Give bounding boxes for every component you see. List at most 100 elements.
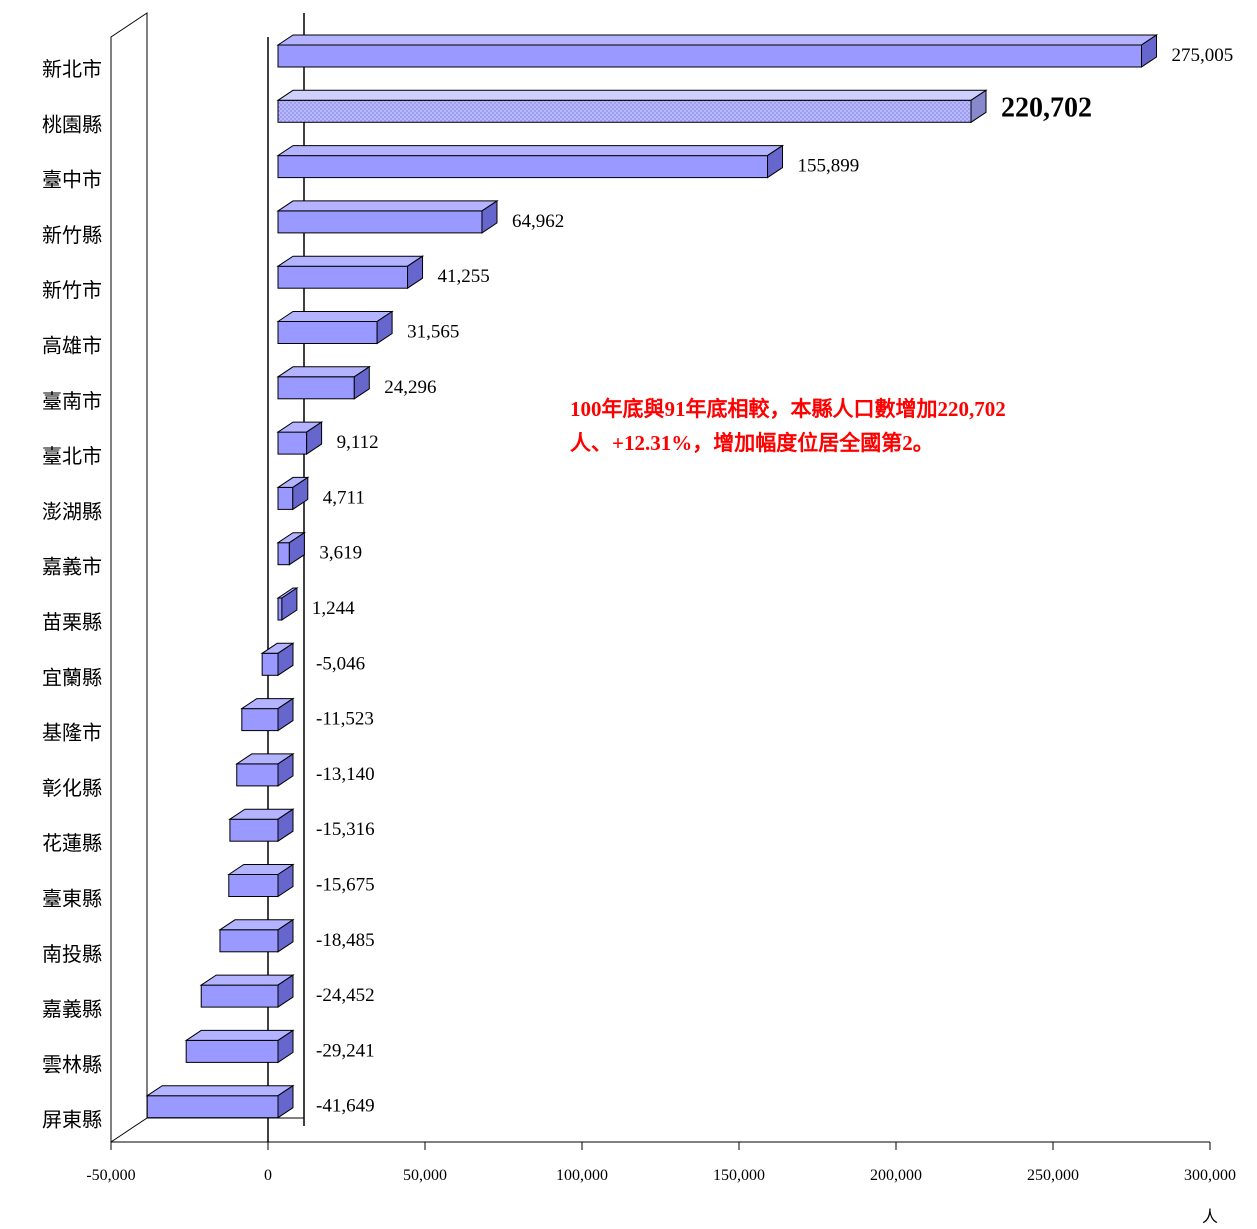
data-label: 220,702 xyxy=(1001,92,1092,123)
bar-front xyxy=(277,542,290,566)
category-label: 新竹市 xyxy=(42,278,102,302)
category-label: 基隆市 xyxy=(42,721,102,745)
bar-81fa4e2d5e02 xyxy=(276,144,785,179)
bar-top xyxy=(145,1085,295,1097)
bar-side xyxy=(277,1029,294,1064)
x-axis-ticks: -50,000 0 50,000 100,000 150,000 200,000 250,0… xyxy=(86,1142,1236,1184)
bar-96f267977e23 xyxy=(184,1029,295,1064)
category-label: 南投縣 xyxy=(42,942,102,966)
bar-front xyxy=(241,708,279,732)
x-tick-label: -50,000 xyxy=(86,1167,135,1184)
bar-684357127e23 xyxy=(276,89,988,124)
bar-front xyxy=(185,1039,279,1063)
data-label: -15,316 xyxy=(316,819,375,840)
category-label: 花蓮縣 xyxy=(42,831,102,855)
bar-front xyxy=(236,763,279,787)
category-label: 桃園縣 xyxy=(42,112,102,136)
bar-5c4f67717e23 xyxy=(145,1084,295,1119)
bar-side xyxy=(407,255,424,290)
bar-front xyxy=(277,44,1143,68)
x-tick-label: 0 xyxy=(264,1167,272,1184)
annotation: 100年底與91年底相較，本縣人口數增加220,702 人、+12.31%，增加… xyxy=(570,392,1170,460)
x-tick-label: 100,000 xyxy=(556,1167,608,1184)
bar-81fa67717e23 xyxy=(227,863,295,898)
bar-535762957e23 xyxy=(218,918,295,953)
bar-side xyxy=(306,421,323,456)
x-tick-label: 200,000 xyxy=(870,1167,922,1184)
data-label: -18,485 xyxy=(316,930,375,951)
bar-top xyxy=(276,200,499,212)
data-label: 24,296 xyxy=(384,377,436,398)
bar-front xyxy=(277,597,283,621)
x-tick-label: 300,000 xyxy=(1184,1167,1236,1184)
bar-front xyxy=(261,652,279,676)
bar-front xyxy=(277,431,308,455)
data-label: 3,619 xyxy=(319,543,362,564)
bar-5b9c862d7e23 xyxy=(260,642,295,677)
data-label: 9,112 xyxy=(337,432,379,453)
data-label: 31,565 xyxy=(407,322,459,343)
bar-side xyxy=(970,89,987,124)
bar-65b07af95e02 xyxy=(276,255,425,290)
category-label: 澎湖縣 xyxy=(42,499,102,523)
bar-81fa53175e02 xyxy=(276,421,324,456)
category-label: 臺南市 xyxy=(42,389,102,413)
data-label: -5,046 xyxy=(316,653,365,674)
category-label: 嘉義縣 xyxy=(42,997,102,1021)
annotation-line-2: 人、+12.31%，增加幅度位居全國第2。 xyxy=(570,431,934,455)
bar-front xyxy=(277,321,378,344)
bar-65b07af97e23 xyxy=(276,199,499,234)
category-label: 高雄市 xyxy=(42,334,102,358)
bar-56097fa95e02 xyxy=(276,531,307,566)
data-label: -15,675 xyxy=(316,875,375,896)
category-label: 宜蘭縣 xyxy=(42,665,102,689)
bars xyxy=(145,34,1159,1119)
bar-side xyxy=(277,974,294,1009)
category-label: 臺中市 xyxy=(42,168,102,192)
category-label: 新竹縣 xyxy=(42,223,102,247)
bar-side xyxy=(376,310,393,345)
bar-side xyxy=(277,642,294,677)
bar-top xyxy=(276,311,394,322)
data-label: 275,005 xyxy=(1172,45,1234,66)
bar-front xyxy=(146,1095,279,1119)
bar-side xyxy=(277,863,294,898)
bar-side xyxy=(277,697,294,732)
data-label: -24,452 xyxy=(316,985,375,1006)
data-label: 4,711 xyxy=(323,487,365,508)
category-label: 新北市 xyxy=(42,57,102,81)
bar-65b053175e02 xyxy=(276,34,1159,68)
category-label: 彰化縣 xyxy=(42,776,102,800)
bar-top xyxy=(184,1029,295,1041)
bar-81fa53575e02 xyxy=(276,365,371,400)
data-label: -11,523 xyxy=(316,709,374,730)
data-label: 41,255 xyxy=(438,266,490,287)
bar-top xyxy=(199,974,295,986)
category-label: 臺東縣 xyxy=(42,887,102,911)
data-label: 1,244 xyxy=(312,598,355,619)
labels: 新北市 275,005 桃園縣 220,702 臺中市 155,899 新竹縣 64,962 新… xyxy=(42,45,1233,1132)
bar-82d768177e23 xyxy=(276,587,299,621)
bar-side xyxy=(481,199,498,234)
data-label: 64,962 xyxy=(512,211,564,232)
x-tick-label: 150,000 xyxy=(713,1167,765,1184)
annotation-line-1: 100年底與91年底相較，本縣人口數增加220,702 xyxy=(570,397,1006,421)
bar-5f7053167e23 xyxy=(235,752,295,787)
bar-top xyxy=(276,89,988,101)
bar-56097fa97e23 xyxy=(199,974,295,1009)
bar-front xyxy=(229,818,279,842)
bar-front xyxy=(277,486,294,510)
category-label: 臺北市 xyxy=(42,444,102,468)
category-label: 雲林縣 xyxy=(42,1052,102,1076)
bar-57fa96865e02 xyxy=(240,697,295,732)
category-label: 苗栗縣 xyxy=(42,610,102,634)
bar-front xyxy=(277,155,769,179)
bar-side xyxy=(767,144,784,179)
bar-side xyxy=(277,808,294,843)
bar-6f8e6e567e23 xyxy=(276,476,310,511)
bar-front xyxy=(228,874,279,897)
bar-side xyxy=(292,476,309,511)
unit-label: 人 xyxy=(1202,1207,1218,1226)
data-label: -41,649 xyxy=(316,1096,375,1117)
